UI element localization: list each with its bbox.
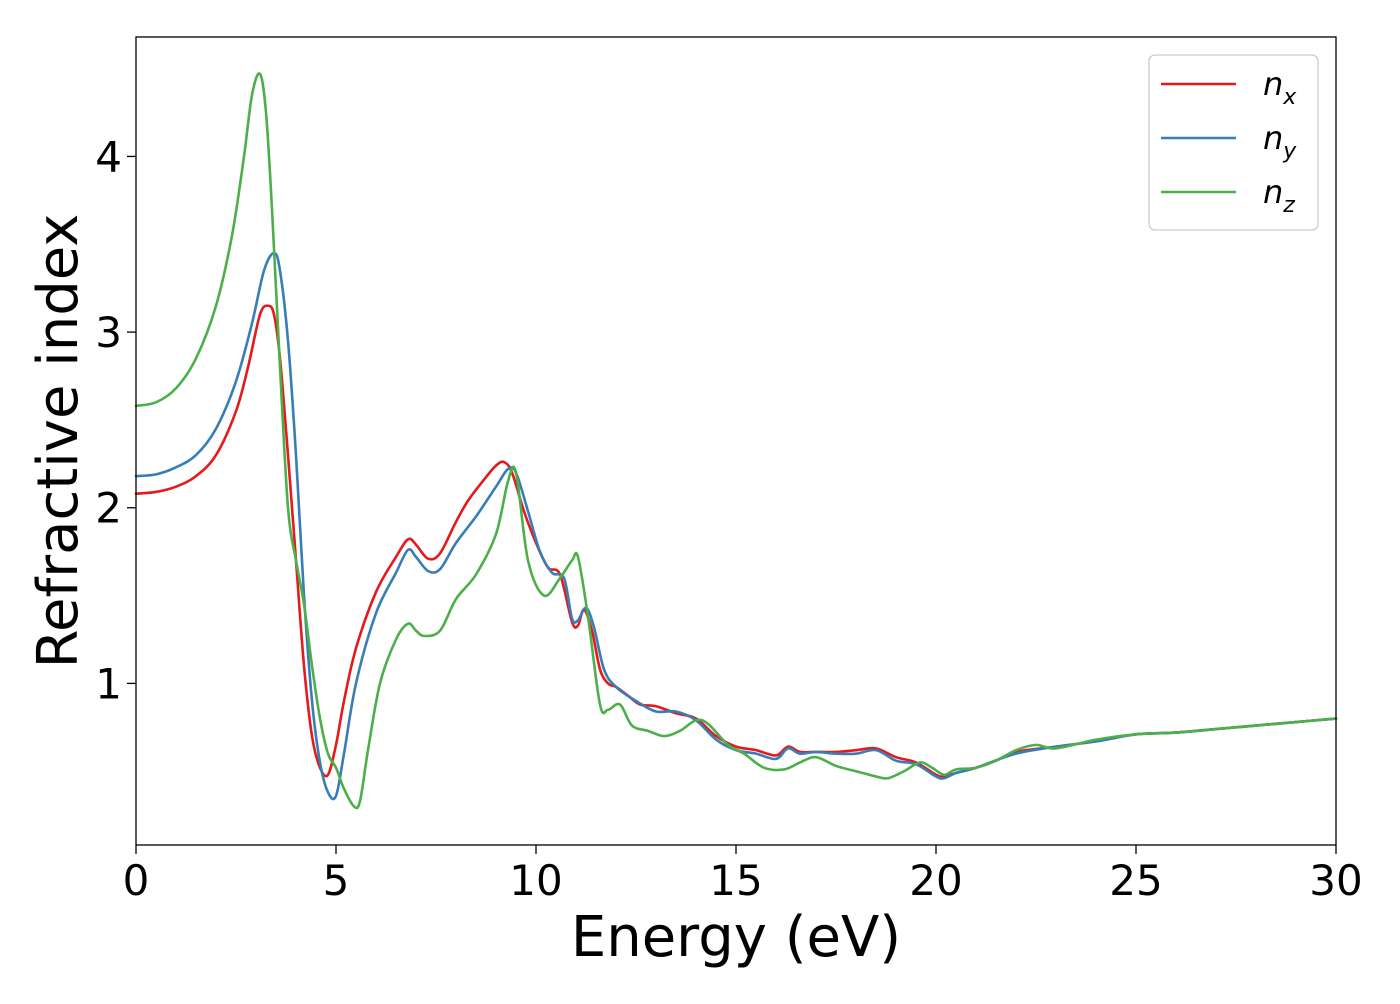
series-line-nx — [134, 304, 1338, 778]
y-axis: 1 2 3 4 — [95, 132, 136, 708]
x-tick-label: 15 — [709, 856, 762, 905]
y-tick-label: 1 — [95, 659, 122, 708]
x-tick-label: 10 — [509, 856, 562, 905]
x-tick-label: 0 — [123, 856, 150, 905]
x-axis-title: Energy (eV) — [571, 905, 901, 970]
series-layer — [134, 72, 1338, 810]
y-tick-label: 3 — [95, 308, 122, 357]
y-tick-label: 4 — [95, 132, 122, 181]
x-tick-label: 20 — [909, 856, 962, 905]
legend-box — [1148, 54, 1319, 231]
x-tick-label: 5 — [323, 856, 350, 905]
legend-label-ny: ny — [1263, 119, 1297, 164]
series-line-nz — [134, 72, 1338, 810]
series-line-ny — [134, 251, 1338, 801]
x-axis: 0 5 10 15 20 25 30 — [123, 845, 1363, 905]
legend-label-nz: nz — [1263, 173, 1295, 218]
legend: nx ny nz — [1148, 54, 1319, 231]
y-tick-label: 2 — [95, 484, 122, 533]
x-tick-label: 30 — [1309, 856, 1362, 905]
x-tick-label: 25 — [1109, 856, 1162, 905]
y-axis-title: Refractive index — [26, 214, 91, 669]
legend-label-nx: nx — [1263, 65, 1297, 110]
